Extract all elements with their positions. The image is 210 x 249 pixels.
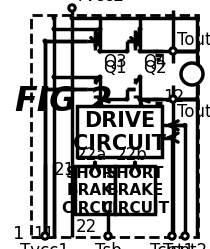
Text: Tvcc1: Tvcc1	[20, 241, 69, 249]
Text: 22a: 22a	[76, 145, 107, 163]
Circle shape	[138, 76, 142, 79]
Circle shape	[170, 136, 173, 140]
Text: Tvcc2: Tvcc2	[75, 0, 124, 5]
Text: Tout1: Tout1	[177, 103, 210, 121]
Circle shape	[125, 50, 129, 54]
Text: Q1: Q1	[103, 59, 126, 77]
Text: Tcnt1: Tcnt1	[150, 241, 194, 249]
Circle shape	[181, 64, 203, 86]
Circle shape	[69, 6, 75, 12]
Text: 12: 12	[163, 88, 184, 106]
Circle shape	[195, 50, 198, 54]
Circle shape	[138, 98, 142, 101]
Text: 11: 11	[33, 224, 54, 242]
Circle shape	[98, 17, 102, 21]
Circle shape	[138, 17, 142, 21]
Circle shape	[70, 17, 74, 21]
Bar	[31, 16, 198, 237]
Text: M: M	[181, 65, 203, 85]
Bar	[77, 107, 162, 157]
Circle shape	[138, 50, 142, 54]
Circle shape	[105, 233, 111, 239]
Text: Q2: Q2	[143, 59, 166, 77]
Text: Tout2: Tout2	[177, 31, 210, 49]
Text: SHORT
BRAKE
CIRCUIT: SHORT BRAKE CIRCUIT	[101, 165, 169, 215]
Text: Tcnt2: Tcnt2	[163, 241, 207, 249]
Text: Q3: Q3	[103, 53, 126, 71]
Circle shape	[98, 76, 102, 79]
Text: 22: 22	[76, 217, 97, 235]
Circle shape	[195, 17, 198, 21]
Bar	[115, 166, 155, 214]
Circle shape	[43, 88, 47, 91]
Circle shape	[169, 49, 176, 55]
Circle shape	[195, 98, 198, 101]
Circle shape	[98, 50, 102, 54]
Circle shape	[52, 28, 56, 32]
Circle shape	[138, 98, 142, 101]
Circle shape	[98, 98, 102, 101]
Text: 22b: 22b	[116, 145, 147, 163]
Circle shape	[183, 124, 186, 128]
Circle shape	[138, 28, 142, 32]
Circle shape	[52, 17, 56, 21]
Circle shape	[42, 233, 48, 239]
Circle shape	[168, 233, 175, 239]
Circle shape	[98, 28, 102, 32]
Text: FIG.2: FIG.2	[14, 85, 112, 118]
Bar	[75, 166, 115, 214]
Circle shape	[181, 233, 188, 239]
Text: Tsb: Tsb	[94, 241, 121, 249]
Text: 21: 21	[54, 160, 75, 178]
Text: SHORT
BRAKE
CIRCUIT: SHORT BRAKE CIRCUIT	[61, 165, 129, 215]
Text: Q4: Q4	[143, 53, 166, 71]
Circle shape	[98, 50, 102, 54]
Text: DRIVE
CIRCUIT: DRIVE CIRCUIT	[73, 110, 166, 153]
Circle shape	[98, 98, 102, 101]
Circle shape	[52, 76, 56, 79]
Circle shape	[43, 40, 47, 44]
Text: 1: 1	[13, 224, 24, 242]
Circle shape	[169, 96, 176, 103]
Circle shape	[125, 98, 129, 101]
